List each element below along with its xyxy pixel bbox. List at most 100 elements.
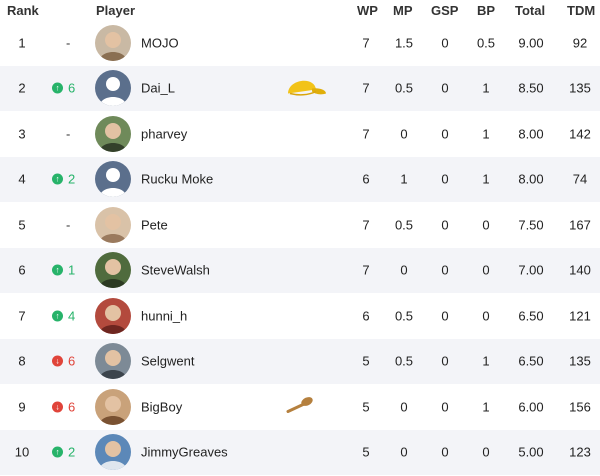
rank-value: 6 <box>18 262 26 278</box>
wp-value: 5 <box>362 399 370 415</box>
rank-change: ↑ 2 <box>52 445 92 460</box>
wp-value: 7 <box>362 35 370 51</box>
table-body: 1 - MOJO 7 1.5 0 0.5 9.00 92 2 ↑ 6 <box>0 20 600 475</box>
header-bp[interactable]: BP <box>477 3 496 18</box>
rank-change: - <box>52 126 92 141</box>
arrow-up-icon: ↑ <box>52 173 63 185</box>
mp-value: 1.5 <box>394 35 414 51</box>
tdm-value: 167 <box>569 217 591 233</box>
table-row[interactable]: 8 ↓ 6 Selgwent 5 0.5 0 1 6.50 135 <box>0 338 600 384</box>
tdm-value: 135 <box>569 80 591 96</box>
avatar[interactable] <box>95 115 131 152</box>
header-player[interactable]: Player <box>96 3 136 18</box>
wp-value: 7 <box>362 262 370 278</box>
rank-value: 7 <box>18 308 26 324</box>
rank-change: - <box>52 217 92 232</box>
wp-value: 7 <box>362 80 370 96</box>
player-name[interactable]: Selgwent <box>141 353 195 369</box>
wp-value: 7 <box>362 126 370 142</box>
header-rank[interactable]: Rank <box>7 3 39 18</box>
no-change-indicator: - <box>66 35 71 51</box>
header-total[interactable]: Total <box>515 3 546 18</box>
bp-value: 0 <box>482 444 490 460</box>
tdm-value: 140 <box>569 262 591 278</box>
arrow-down-icon: ↓ <box>52 401 63 413</box>
rank-value: 10 <box>14 444 30 460</box>
player-name[interactable]: SteveWalsh <box>141 262 210 278</box>
table-row[interactable]: 1 - MOJO 7 1.5 0 0.5 9.00 92 <box>0 20 600 66</box>
header-gsp[interactable]: GSP <box>431 3 459 18</box>
bp-value: 1 <box>482 171 490 187</box>
player-name[interactable]: Dai_L <box>141 80 175 96</box>
avatar[interactable] <box>95 434 131 471</box>
player-name[interactable]: pharvey <box>141 126 188 142</box>
gsp-value: 0 <box>441 126 449 142</box>
total-value: 6.50 <box>518 308 544 324</box>
total-value: 7.00 <box>518 262 544 278</box>
rank-value: 1 <box>18 35 26 51</box>
player-name[interactable]: BigBoy <box>141 399 183 415</box>
wp-value: 6 <box>362 171 370 187</box>
player-name[interactable]: hunni_h <box>141 308 188 324</box>
mp-value: 0 <box>400 399 408 415</box>
wooden-spoon-icon <box>284 395 314 418</box>
player-name[interactable]: Rucku Moke <box>141 171 214 187</box>
mp-value: 0.5 <box>394 80 414 96</box>
total-value: 8.00 <box>518 171 544 187</box>
header-mp[interactable]: MP <box>393 3 413 18</box>
mp-value: 0.5 <box>394 353 414 369</box>
rank-change-value: 2 <box>68 171 76 187</box>
player-name[interactable]: MOJO <box>141 35 179 51</box>
avatar[interactable] <box>95 70 131 107</box>
table-row[interactable]: 6 ↑ 1 SteveWalsh 7 0 0 0 7.00 140 <box>0 247 600 293</box>
header-tdm[interactable]: TDM <box>567 3 596 18</box>
table-header: Rank Player WP MP GSP BP Total TDM <box>0 0 600 20</box>
avatar[interactable] <box>95 297 131 334</box>
wp-value: 5 <box>362 444 370 460</box>
tdm-value: 142 <box>569 126 591 142</box>
yellow-cap-icon <box>284 72 328 105</box>
avatar[interactable] <box>95 252 131 289</box>
rank-value: 8 <box>18 353 26 369</box>
total-value: 6.50 <box>518 353 544 369</box>
mp-value: 0 <box>400 126 408 142</box>
table-row[interactable]: 7 ↑ 4 hunni_h 6 0.5 0 0 6.50 121 <box>0 293 600 339</box>
bp-value: 0.5 <box>476 35 496 51</box>
header-wp[interactable]: WP <box>357 3 378 18</box>
player-name[interactable]: JimmyGreaves <box>141 444 228 460</box>
rank-change: ↑ 2 <box>52 172 92 187</box>
table-row[interactable]: 4 ↑ 2 Rucku Moke 6 1 0 1 8.00 74 <box>0 156 600 202</box>
rank-value: 9 <box>18 399 26 415</box>
no-change-indicator: - <box>66 217 71 233</box>
avatar[interactable] <box>95 343 131 380</box>
gsp-value: 0 <box>441 80 449 96</box>
tdm-value: 123 <box>569 444 591 460</box>
player-name[interactable]: Pete <box>141 217 168 233</box>
table-row[interactable]: 9 ↓ 6 BigBoy 5 0 0 1 6.00 156 <box>0 384 600 430</box>
total-value: 8.00 <box>518 126 544 142</box>
mp-value: 1 <box>400 171 408 187</box>
wp-value: 6 <box>362 308 370 324</box>
rank-change-value: 6 <box>68 80 76 96</box>
gsp-value: 0 <box>441 171 449 187</box>
bp-value: 1 <box>482 80 490 96</box>
rank-change-value: 6 <box>68 353 76 369</box>
rank-change-value: 6 <box>68 399 76 415</box>
table-row[interactable]: 2 ↑ 6 Dai_L 7 0.5 0 1 8.50 135 <box>0 65 600 111</box>
table-row[interactable]: 3 - pharvey 7 0 0 1 8.00 142 <box>0 111 600 157</box>
wp-value: 5 <box>362 353 370 369</box>
table-row[interactable]: 5 - Pete 7 0.5 0 0 7.50 167 <box>0 202 600 248</box>
avatar[interactable] <box>95 206 131 243</box>
bp-value: 0 <box>482 262 490 278</box>
rank-change: ↑ 1 <box>52 263 92 278</box>
avatar[interactable] <box>95 24 131 61</box>
gsp-value: 0 <box>441 262 449 278</box>
avatar[interactable] <box>95 161 131 198</box>
arrow-up-icon: ↑ <box>52 264 63 276</box>
avatar[interactable] <box>95 388 131 425</box>
table-row[interactable]: 10 ↑ 2 JimmyGreaves 5 0 0 0 5.00 123 <box>0 429 600 475</box>
total-value: 7.50 <box>518 217 544 233</box>
rank-change: - <box>52 35 92 50</box>
rank-value: 4 <box>18 171 26 187</box>
